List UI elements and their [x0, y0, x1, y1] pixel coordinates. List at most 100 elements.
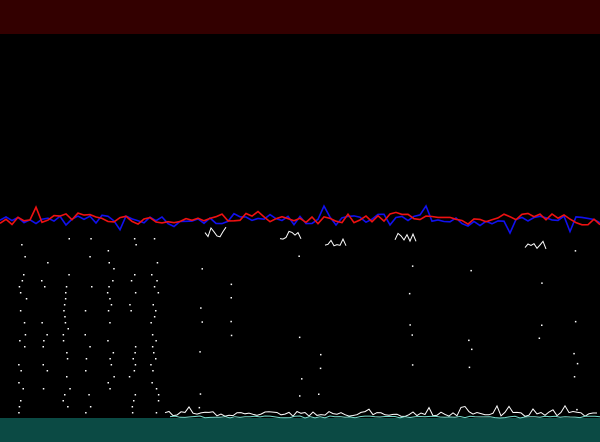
signal-dot: [134, 352, 136, 354]
signal-dot: [41, 322, 43, 324]
signal-dot: [112, 280, 114, 282]
signal-dot: [42, 364, 44, 366]
signal-dot: [133, 238, 136, 240]
signal-dot: [65, 286, 68, 288]
signal-dot: [151, 382, 153, 384]
signal-dot: [411, 265, 414, 267]
signal-dot: [156, 280, 158, 282]
signal-dot: [198, 406, 201, 409]
signal-dot: [199, 351, 201, 353]
signal-dot: [62, 400, 64, 402]
signal-dot: [157, 400, 160, 402]
signal-dot: [63, 310, 65, 312]
signal-dot: [24, 334, 27, 336]
signal-dots-layer: [18, 238, 579, 414]
baseline-trace: [164, 404, 597, 417]
signal-dot: [89, 346, 91, 348]
signal-dot: [46, 370, 49, 372]
signal-dot: [18, 382, 20, 384]
signal-dot: [65, 292, 67, 294]
signal-dot: [67, 328, 69, 330]
signal-dot: [62, 334, 65, 336]
signal-dot: [538, 337, 541, 339]
signal-dot: [155, 412, 158, 414]
signal-dot: [151, 346, 154, 348]
signal-dot: [230, 283, 233, 286]
signal-dot: [63, 304, 66, 306]
signal-dot: [301, 378, 303, 380]
signal-dot: [18, 406, 21, 408]
signal-dot: [133, 400, 135, 402]
signal-dot: [150, 364, 152, 366]
blue-trace-line: [0, 204, 600, 235]
signal-dot: [201, 321, 203, 323]
signal-dot: [576, 408, 578, 411]
signal-dot: [24, 256, 26, 258]
signal-dot: [25, 298, 28, 300]
signal-dot: [113, 268, 115, 270]
signal-dot: [20, 400, 22, 402]
signal-dot: [68, 238, 70, 240]
signal-dot: [153, 238, 156, 240]
red-trace-line: [0, 205, 600, 226]
signal-dot: [411, 364, 414, 366]
signal-dot: [85, 370, 87, 372]
signal-dot: [574, 320, 577, 323]
signal-dot: [134, 394, 137, 396]
signal-dot: [130, 310, 132, 312]
signal-dot: [409, 324, 411, 326]
signal-dot: [66, 352, 68, 354]
signal-dot: [153, 286, 156, 288]
signal-dot: [84, 334, 86, 336]
signal-dot: [201, 268, 203, 270]
signal-dot: [411, 334, 413, 336]
signal-dot: [84, 310, 87, 312]
signal-dot: [468, 339, 470, 342]
signal-dot: [88, 394, 90, 396]
signal-dot: [157, 292, 160, 294]
signal-dot: [66, 358, 69, 360]
main-display-area: [0, 34, 600, 418]
signal-dot: [22, 388, 24, 390]
signal-cluster: [394, 232, 417, 243]
signal-dot: [298, 336, 301, 339]
signal-dot: [573, 376, 576, 378]
signal-dot: [134, 292, 137, 294]
header-bar: [0, 0, 600, 34]
signal-cluster: [204, 226, 227, 238]
signal-dot: [152, 304, 154, 306]
signal-dot: [573, 352, 575, 355]
signal-dot: [155, 388, 158, 390]
signal-dot: [318, 393, 320, 395]
signal-dot: [155, 340, 157, 342]
signal-dot: [23, 274, 25, 276]
signal-dot: [541, 282, 543, 284]
signal-dot: [110, 364, 113, 366]
signal-dot: [574, 250, 577, 252]
signal-dot: [151, 334, 154, 336]
signal-dot: [107, 340, 109, 342]
signal-dot: [64, 298, 67, 300]
signal-dot: [21, 280, 24, 282]
signal-dot: [89, 406, 92, 408]
signal-dot: [130, 280, 133, 282]
signal-dot: [109, 388, 111, 390]
signal-dot: [18, 286, 21, 288]
signal-dot: [134, 364, 137, 366]
signal-dot: [157, 394, 160, 396]
signal-dot: [43, 340, 45, 342]
signal-dot: [23, 322, 26, 324]
signal-dot: [19, 340, 21, 342]
signal-dot: [24, 346, 26, 348]
signal-dot: [46, 334, 48, 336]
signal-dot: [107, 250, 110, 252]
signal-dot: [155, 310, 157, 312]
signal-dot: [21, 244, 23, 246]
signal-dot: [131, 412, 134, 414]
signal-dot: [68, 274, 70, 276]
signal-dot: [47, 262, 49, 264]
signal-dot: [44, 286, 46, 288]
signal-dot: [64, 322, 67, 324]
signal-dot: [69, 388, 71, 390]
signal-dot: [408, 292, 411, 295]
